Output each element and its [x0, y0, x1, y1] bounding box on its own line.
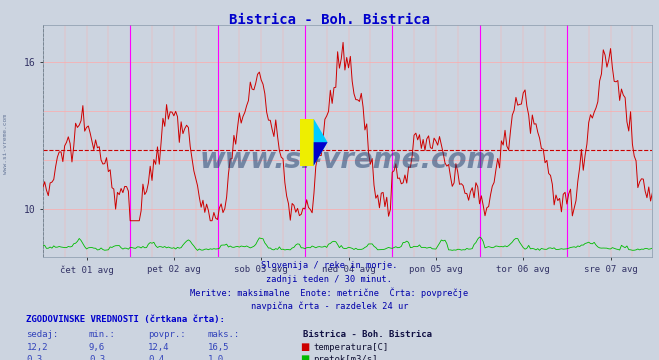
Text: 1,0: 1,0 — [208, 355, 223, 360]
Text: 0,3: 0,3 — [26, 355, 42, 360]
Polygon shape — [314, 119, 328, 142]
Text: 0,3: 0,3 — [89, 355, 105, 360]
Text: ■: ■ — [300, 354, 309, 360]
Text: maks.:: maks.: — [208, 330, 240, 339]
Text: 12,2: 12,2 — [26, 343, 48, 352]
Text: 16,5: 16,5 — [208, 343, 229, 352]
Polygon shape — [300, 119, 314, 166]
Text: povpr.:: povpr.: — [148, 330, 186, 339]
Text: Bistrica - Boh. Bistrica: Bistrica - Boh. Bistrica — [229, 13, 430, 27]
Text: 12,4: 12,4 — [148, 343, 170, 352]
Text: 0,4: 0,4 — [148, 355, 164, 360]
Polygon shape — [314, 142, 328, 166]
Text: pretok[m3/s]: pretok[m3/s] — [313, 355, 378, 360]
Text: Meritve: maksimalne  Enote: metrične  Črta: povprečje: Meritve: maksimalne Enote: metrične Črta… — [190, 288, 469, 298]
Text: temperatura[C]: temperatura[C] — [313, 343, 388, 352]
Text: navpična črta - razdelek 24 ur: navpična črta - razdelek 24 ur — [251, 301, 408, 311]
Text: Slovenija / reke in morje.: Slovenija / reke in morje. — [261, 261, 398, 270]
Text: Bistrica - Boh. Bistrica: Bistrica - Boh. Bistrica — [303, 330, 432, 339]
Text: 9,6: 9,6 — [89, 343, 105, 352]
Text: www.si-vreme.com: www.si-vreme.com — [3, 114, 8, 174]
Polygon shape — [314, 142, 328, 166]
Text: ZGODOVINSKE VREDNOSTI (črtkana črta):: ZGODOVINSKE VREDNOSTI (črtkana črta): — [26, 315, 225, 324]
Text: ■: ■ — [300, 342, 309, 352]
Text: zadnji teden / 30 minut.: zadnji teden / 30 minut. — [266, 275, 393, 284]
Text: min.:: min.: — [89, 330, 116, 339]
Text: sedaj:: sedaj: — [26, 330, 59, 339]
Text: www.si-vreme.com: www.si-vreme.com — [200, 146, 496, 174]
